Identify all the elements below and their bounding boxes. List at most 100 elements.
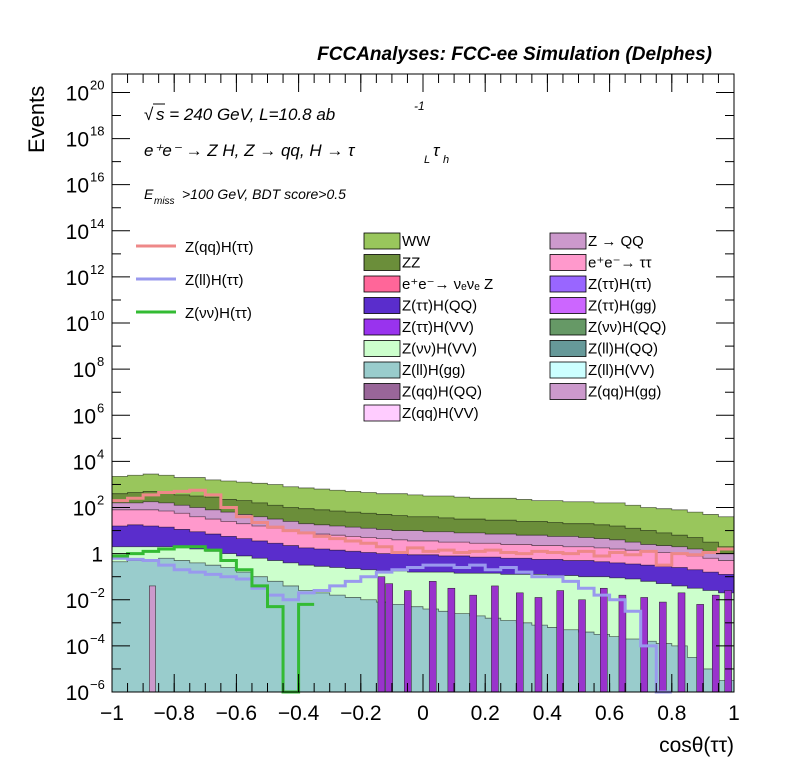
energy-lumi-text: s = 240 GeV, L=10.8 ab xyxy=(156,105,335,124)
legend-label: Z(ττ)H(ττ) xyxy=(588,276,652,293)
lumi-exponent: -1 xyxy=(414,99,425,113)
y-tick-base: 10 xyxy=(73,405,96,428)
x-tick-label: −0.8 xyxy=(153,702,194,725)
x-tick-label: 0.8 xyxy=(657,702,686,725)
x-tick-label: −0.4 xyxy=(278,702,320,725)
process-tau2: τ xyxy=(433,141,441,160)
spike-bar xyxy=(724,590,732,693)
legend-label: Z(qq)H(ττ) xyxy=(185,239,254,256)
spike-bar xyxy=(469,594,477,693)
legend-label: Z(ll)H(QQ) xyxy=(588,341,658,358)
y-tick-base: 10 xyxy=(66,82,89,105)
cut-sub-miss: miss xyxy=(154,196,175,207)
y-tick-base: 10 xyxy=(66,221,89,244)
legend-label: Z(qq)H(VV) xyxy=(402,405,479,422)
signal-lines xyxy=(112,488,734,694)
y-tick-exponent: 20 xyxy=(90,77,104,92)
spike-bar xyxy=(404,590,412,693)
x-tick-label: 1 xyxy=(728,702,740,725)
legend-label: Z(νν)H(ττ) xyxy=(185,305,252,322)
series-z-qq-h xyxy=(112,488,734,567)
y-tick-exponent: 10 xyxy=(90,308,104,323)
legend-swatch xyxy=(549,275,587,293)
spike-bar xyxy=(377,576,386,693)
y-tick-exponent: −6 xyxy=(90,677,105,692)
legend-swatch xyxy=(549,254,587,271)
y-tick-exponent: 8 xyxy=(97,354,104,369)
annotation-process: e⁺e⁻ → Z H, Z → qq, H → τ L τ h xyxy=(144,141,449,166)
spike-bar xyxy=(447,587,456,693)
x-tick-label: 0 xyxy=(417,702,429,725)
legend-label: e⁺e⁻→ νₑνₑ Z xyxy=(402,276,493,293)
y-tick-exponent: 6 xyxy=(97,400,104,415)
cut-rest: >100 GeV, BDT score>0.5 xyxy=(182,186,346,202)
legend-label: Z(ll)H(gg) xyxy=(402,362,465,379)
legend-swatch xyxy=(363,297,401,314)
y-tick-base: 10 xyxy=(73,498,96,521)
x-tick-label: 0.6 xyxy=(595,702,624,725)
legend-signals: Z(qq)H(ττ) Z(ll)H(ττ) Z(νν)H(ττ) xyxy=(136,239,254,322)
spike-bar xyxy=(385,583,393,693)
legend-label: Z(qq)H(gg) xyxy=(588,384,661,401)
legend-backgrounds-1: WW ZZ e⁺e⁻→ νₑνₑ Z Z(ττ)H(QQ) Z(ττ)H(VV) Z(νν… xyxy=(363,232,493,422)
y-tick-base: 10 xyxy=(66,590,89,613)
y-tick-base: 10 xyxy=(66,682,89,705)
legend-swatch xyxy=(549,318,587,336)
histogram-bar xyxy=(149,585,156,693)
y-tick-exponent: −2 xyxy=(90,585,105,600)
spike-bar xyxy=(659,601,667,693)
legend-swatch xyxy=(549,297,587,314)
y-tick-exponent: 12 xyxy=(90,262,104,277)
legend-swatch xyxy=(549,361,587,379)
process-sub-L: L xyxy=(424,154,430,166)
spike-bar xyxy=(428,581,437,693)
y-tick-base: 10 xyxy=(66,267,89,290)
y-tick-exponent: −4 xyxy=(90,631,105,646)
spike-bar xyxy=(711,594,720,693)
legend-label: Z(qq)H(QQ) xyxy=(402,384,482,401)
legend-swatch xyxy=(363,404,401,422)
legend-label: Z(ττ)H(VV) xyxy=(402,319,474,336)
x-tick-label: 0.4 xyxy=(533,702,563,725)
y-axis-label: Events xyxy=(24,86,49,153)
legend-label: Z(ττ)H(QQ) xyxy=(402,298,477,315)
legend-backgrounds-2: Z → QQ e⁺e⁻→ ττ Z(ττ)H(ττ) Z(ττ)H(gg) Z(νν)H… xyxy=(549,232,666,401)
y-tick-exponent: 2 xyxy=(97,493,104,508)
spike-bar xyxy=(677,592,686,693)
legend-label: WW xyxy=(402,233,431,250)
x-tick-label: −0.2 xyxy=(340,702,381,725)
legend-swatch xyxy=(363,361,401,379)
y-tick-exponent: 18 xyxy=(90,124,104,139)
legend-swatch xyxy=(549,340,587,357)
y-tick-base: 10 xyxy=(66,129,89,152)
y-tick-base: 10 xyxy=(66,636,89,659)
legend-label: Z(ll)H(VV) xyxy=(588,362,655,379)
legend-swatch xyxy=(363,275,401,293)
y-tick-base: 10 xyxy=(66,175,89,198)
spike-bar xyxy=(534,597,543,693)
legend-label: Z(ll)H(ττ) xyxy=(185,272,244,289)
spike-bar xyxy=(516,592,524,693)
spike-bar xyxy=(578,599,586,693)
legend-swatch xyxy=(549,232,587,250)
x-tick-label: −1 xyxy=(100,702,124,725)
chart-title: FCCAnalyses: FCC-ee Simulation (Delphes) xyxy=(317,44,712,65)
series-z-h xyxy=(112,545,315,694)
y-tick-label: 1 xyxy=(91,544,103,567)
series-z-ll-h xyxy=(112,556,672,694)
legend-label: Z(νν)H(QQ) xyxy=(588,319,666,336)
annotation-energy: √ s = 240 GeV, L=10.8 ab -1 xyxy=(144,99,425,124)
legend-label: e⁺e⁻→ ττ xyxy=(588,255,652,272)
y-tick-exponent: 4 xyxy=(97,446,104,461)
y-tick-exponent: 16 xyxy=(90,170,104,185)
legend-label: ZZ xyxy=(402,255,420,272)
legend-label: Z(νν)H(VV) xyxy=(402,341,477,358)
spike-bar xyxy=(491,585,499,693)
y-tick-base: 10 xyxy=(73,451,96,474)
y-tick-base: 10 xyxy=(73,359,96,382)
legend-swatch xyxy=(363,383,401,400)
spike-bar xyxy=(556,590,564,693)
legend-swatch xyxy=(363,340,401,357)
